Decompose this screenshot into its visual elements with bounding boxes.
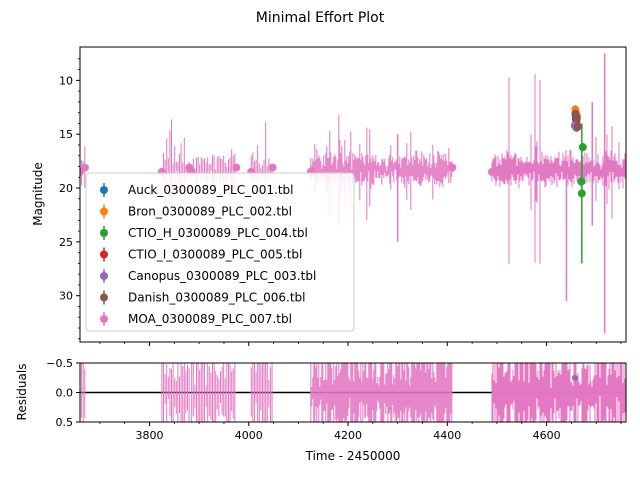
xtick-label: 4600 (533, 429, 561, 442)
moa-residuals (80, 363, 626, 422)
legend-marker (100, 293, 108, 302)
xlabel: Time - 2450000 (305, 449, 401, 463)
legend-label: MOA_0300089_PLC_007.tbl (128, 312, 292, 326)
legend-entry: Bron_0300089_PLC_002.tbl (100, 204, 292, 219)
data-point (268, 163, 277, 172)
legend: Auck_0300089_PLC_001.tbl Bron_0300089_PLC… (85, 172, 355, 332)
chart-title: Minimal Effort Plot (256, 10, 385, 26)
data-point (448, 163, 457, 172)
main-frame (79, 46, 627, 343)
legend-entry: Danish_0300089_PLC_006.tbl (100, 290, 306, 305)
main-ytick-label: 30 (59, 290, 73, 303)
legend-entry: MOA_0300089_PLC_007.tbl (100, 312, 292, 326)
series-2 (577, 123, 587, 264)
series-5 (571, 109, 582, 131)
legend-label: CTIO_H_0300089_PLC_004.tbl (128, 226, 308, 240)
data-point (232, 163, 241, 172)
residual-ytick-label: 0.0 (56, 387, 74, 400)
data-point (573, 122, 582, 131)
legend-marker (100, 272, 108, 280)
legend-marker (100, 229, 108, 237)
legend-label: Auck_0300089_PLC_001.tbl (128, 183, 293, 197)
xtick-label: 4000 (235, 429, 263, 442)
legend-marker (100, 186, 108, 194)
legend-entry: CTIO_I_0300089_PLC_005.tbl (100, 247, 302, 262)
residual-axes: −0.5 0.0 0.5 Residuals (15, 357, 627, 429)
main-ytick-label: 25 (59, 236, 73, 249)
legend-label: Canopus_0300089_PLC_003.tbl (128, 269, 316, 283)
xtick-label: 4200 (334, 429, 362, 442)
residual-ytick-label: 0.5 (56, 416, 74, 429)
data-point (80, 163, 89, 172)
legend-label: CTIO_I_0300089_PLC_005.tbl (128, 248, 302, 262)
legend-entry: CTIO_H_0300089_PLC_004.tbl (100, 226, 308, 240)
xtick-label: 4400 (433, 429, 461, 442)
main-ytick-label: 10 (59, 74, 73, 87)
data-point (578, 143, 587, 152)
legend-entry: Canopus_0300089_PLC_003.tbl (100, 269, 316, 283)
legend-label: Danish_0300089_PLC_006.tbl (128, 291, 306, 305)
data-point (622, 163, 626, 172)
legend-marker (100, 315, 108, 323)
legend-entry: Auck_0300089_PLC_001.tbl (100, 183, 293, 197)
legend-label: Bron_0300089_PLC_002.tbl (128, 205, 292, 219)
legend-marker (100, 207, 108, 216)
data-point (487, 167, 496, 176)
data-point (572, 114, 581, 123)
main-ytick-label: 20 (59, 182, 73, 195)
residual-point (571, 374, 578, 381)
residual-ytick-label: −0.5 (46, 357, 73, 370)
legend-marker (100, 250, 108, 259)
xtick-label: 3800 (135, 429, 163, 442)
legend-box (85, 172, 355, 332)
main-ytick-label: 15 (59, 128, 73, 141)
main-ylabel: Magnitude (31, 162, 45, 226)
residual-ylabel: Residuals (15, 364, 29, 421)
